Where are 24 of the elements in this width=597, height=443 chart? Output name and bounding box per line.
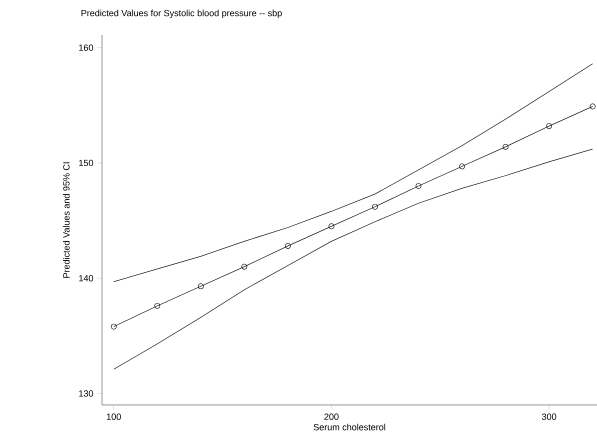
point <box>198 283 204 290</box>
point <box>590 104 596 110</box>
point <box>416 183 422 189</box>
line-series <box>113 148 593 370</box>
point <box>110 324 117 330</box>
y-tick-label: 160 <box>79 44 94 51</box>
point <box>241 264 248 270</box>
x-axis-title: Serum cholesterol <box>314 424 386 430</box>
x-tick-label: 300 <box>542 414 556 420</box>
point <box>459 163 465 170</box>
y-tick-label: 140 <box>79 275 94 282</box>
point <box>502 144 508 150</box>
point <box>328 223 334 230</box>
point <box>154 302 160 309</box>
point <box>372 204 378 210</box>
point <box>546 123 552 129</box>
y-axis-title: Predicted Values and 95% CI <box>62 162 70 278</box>
chart-title: Predicted Values for Systolic blood pressure -- sbp <box>82 10 282 18</box>
point <box>284 243 291 249</box>
x-tick-label: 100 <box>106 414 121 420</box>
x-tick-label: 200 <box>324 414 339 420</box>
y-tick-label: 150 <box>79 160 94 166</box>
y-tick-label: 130 <box>79 390 94 397</box>
line-series <box>113 64 593 282</box>
